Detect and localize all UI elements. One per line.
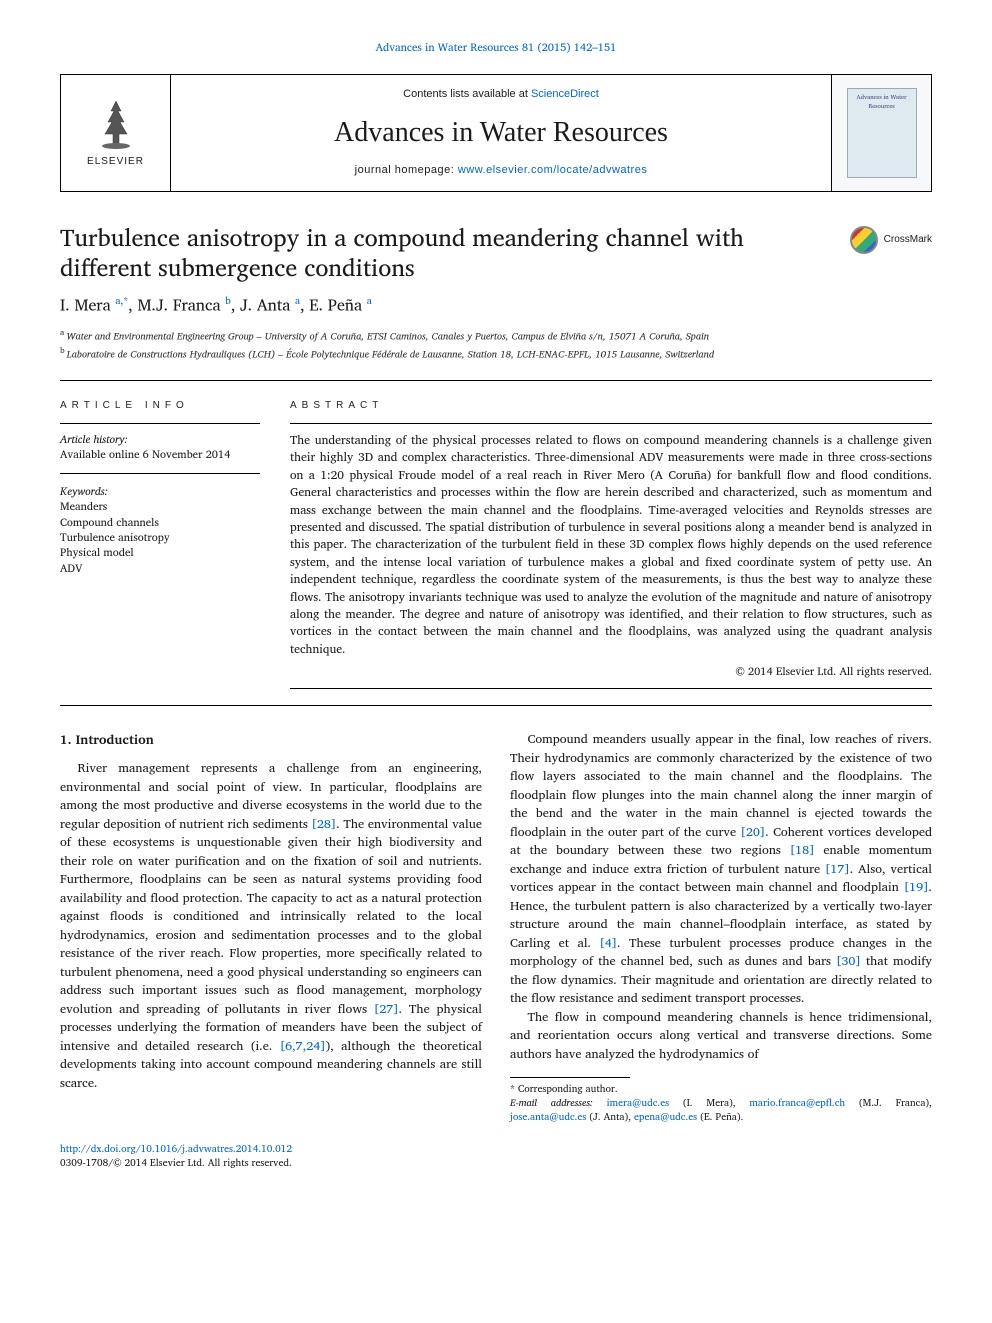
cite-20[interactable]: [20]: [741, 822, 766, 842]
crossmark-widget[interactable]: CrossMark: [850, 226, 932, 254]
cover-thumb-block: Advances in Water Resources: [831, 75, 931, 191]
journal-reference[interactable]: Advances in Water Resources 81 (2015) 14…: [60, 40, 932, 56]
contents-prefix: Contents lists available at: [403, 88, 531, 100]
authors: I. Mera a,*, M.J. Franca b, J. Anta a, E…: [60, 294, 932, 318]
cite-19[interactable]: [19]: [904, 877, 929, 897]
homepage-prefix: journal homepage:: [355, 164, 458, 176]
info-abstract-row: ARTICLE INFO Article history: Available …: [60, 399, 932, 690]
abstract-text: The understanding of the physical proces…: [290, 432, 932, 658]
keyword-item: Physical model: [60, 545, 260, 560]
name-4: (E. Peña).: [697, 1109, 743, 1125]
cover-thumb-text: Advances in Water Resources: [852, 93, 912, 110]
email-4[interactable]: epena@udc.es: [634, 1109, 697, 1125]
cite-4[interactable]: [4]: [599, 933, 617, 953]
email-3[interactable]: jose.anta@udc.es: [510, 1109, 586, 1125]
body-start-rule: [60, 705, 932, 706]
footnote-separator: [510, 1077, 630, 1078]
article-history: Article history: Available online 6 Nove…: [60, 432, 260, 463]
cite-27[interactable]: [27]: [374, 999, 399, 1019]
page-footer: http://dx.doi.org/10.1016/j.advwatres.20…: [60, 1142, 932, 1170]
separator-rule: [60, 380, 932, 381]
article-info-col: ARTICLE INFO Article history: Available …: [60, 399, 260, 690]
affiliation-a-text: Water and Environmental Engineering Grou…: [66, 328, 709, 344]
keywords-list: MeandersCompound channelsTurbulence anis…: [60, 499, 260, 576]
journal-cover-thumb: Advances in Water Resources: [847, 88, 917, 178]
affiliations: aWater and Environmental Engineering Gro…: [60, 326, 932, 362]
article-info-heading: ARTICLE INFO: [60, 399, 260, 414]
cite-28[interactable]: [28]: [312, 814, 337, 834]
abstract-copyright: © 2014 Elsevier Ltd. All rights reserved…: [290, 664, 932, 680]
cite-17[interactable]: [17]: [825, 859, 850, 879]
section-1-heading: 1. Introduction: [60, 730, 482, 749]
name-2: (M.J. Franca),: [845, 1095, 932, 1111]
crossmark-icon: [850, 226, 878, 254]
cite-30[interactable]: [30]: [836, 951, 861, 971]
body-columns: 1. Introduction River management represe…: [60, 730, 932, 1124]
info-rule-2: [60, 473, 260, 474]
cite-6-7-24[interactable]: [6,7,24]: [280, 1036, 326, 1056]
elsevier-tree-icon: [91, 96, 141, 151]
article-title: Turbulence anisotropy in a compound mean…: [60, 222, 830, 282]
email-addresses: E-mail addresses: imera@udc.es (I. Mera)…: [510, 1096, 932, 1124]
affiliation-b-text: Laboratoire de Constructions Hydraulique…: [67, 346, 715, 362]
history-line: Available online 6 November 2014: [60, 447, 260, 462]
publisher-block: ELSEVIER: [61, 75, 171, 191]
homepage-line: journal homepage: www.elsevier.com/locat…: [355, 163, 648, 179]
keywords-block: Keywords: MeandersCompound channelsTurbu…: [60, 484, 260, 576]
homepage-link[interactable]: www.elsevier.com/locate/advwatres: [458, 164, 648, 176]
journal-name: Advances in Water Resources: [334, 113, 668, 154]
abstract-heading: ABSTRACT: [290, 399, 932, 414]
affiliation-b: bLaboratoire de Constructions Hydrauliqu…: [60, 344, 932, 362]
body-para-2: Compound meanders usually appear in the …: [510, 730, 932, 1008]
name-3: (J. Anta),: [586, 1109, 634, 1125]
abstract-rule: [290, 423, 932, 424]
journal-reference-link[interactable]: Advances in Water Resources 81 (2015) 14…: [376, 38, 617, 56]
sciencedirect-link[interactable]: ScienceDirect: [531, 88, 599, 100]
email-2[interactable]: mario.franca@epfl.ch: [749, 1095, 845, 1111]
masthead: ELSEVIER Contents lists available at Sci…: [60, 74, 932, 192]
issn-copyright: 0309-1708/© 2014 Elsevier Ltd. All right…: [60, 1155, 292, 1171]
info-rule: [60, 423, 260, 424]
cite-18[interactable]: [18]: [790, 840, 815, 860]
abstract-col: ABSTRACT The understanding of the physic…: [290, 399, 932, 690]
body-para-1: River management represents a challenge …: [60, 759, 482, 1092]
affiliation-a: aWater and Environmental Engineering Gro…: [60, 326, 932, 344]
p1b: . The environmental value of these ecosy…: [60, 814, 482, 1019]
abstract-rule-bottom: [290, 688, 932, 689]
publisher-name: ELSEVIER: [87, 155, 144, 170]
corresponding-author: * Corresponding author.: [510, 1082, 932, 1096]
body-para-3: The flow in compound meandering channels…: [510, 1008, 932, 1064]
contents-line: Contents lists available at ScienceDirec…: [403, 87, 599, 103]
masthead-center: Contents lists available at ScienceDirec…: [171, 75, 831, 191]
keyword-item: ADV: [60, 561, 260, 576]
crossmark-label: CrossMark: [884, 233, 932, 248]
footnotes: * Corresponding author. E-mail addresses…: [510, 1082, 932, 1124]
